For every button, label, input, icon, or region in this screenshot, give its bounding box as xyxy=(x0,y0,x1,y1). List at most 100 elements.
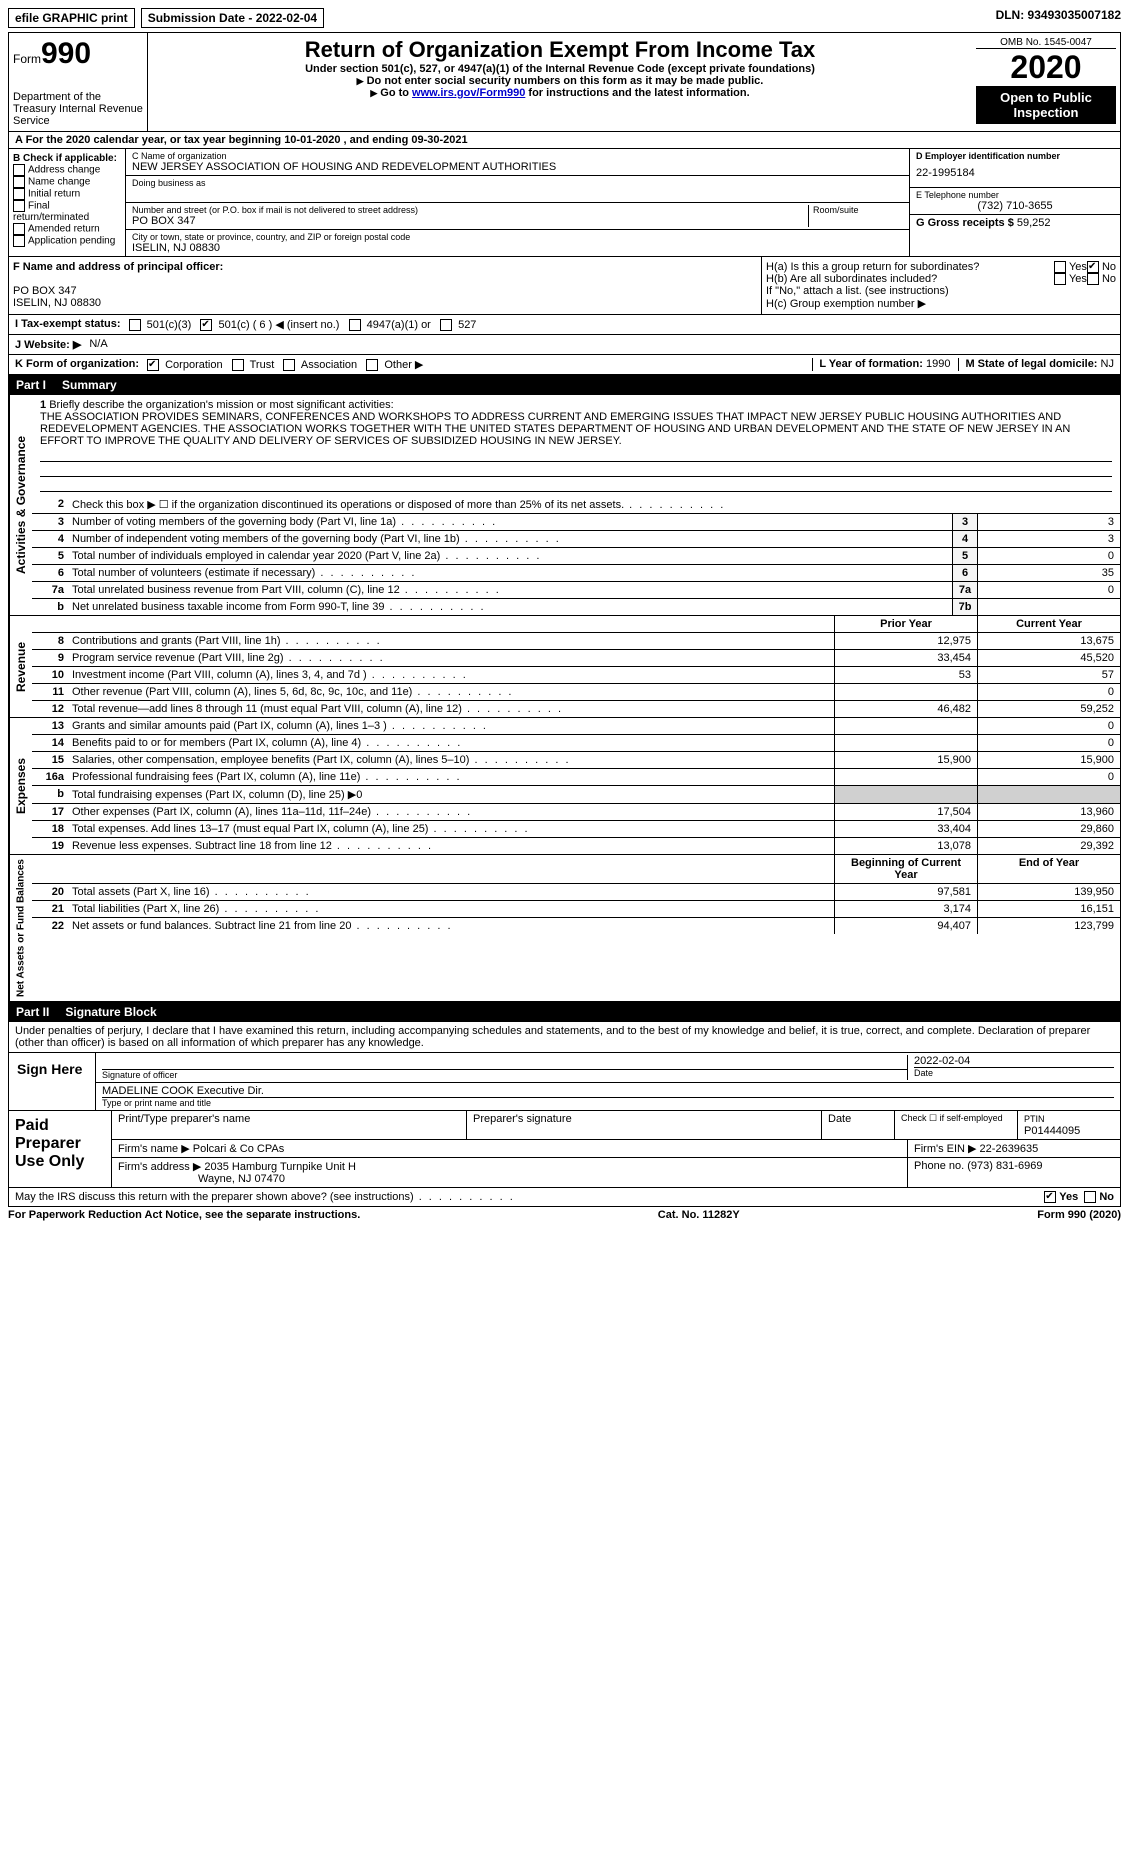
i-cb[interactable] xyxy=(200,319,212,331)
vlabel-gov: Activities & Governance xyxy=(9,395,32,615)
name-title-label: Type or print name and title xyxy=(102,1097,1114,1108)
hb-note: If "No," attach a list. (see instruction… xyxy=(766,285,1116,297)
dept-treasury: Department of the Treasury Internal Reve… xyxy=(13,91,143,127)
mission-label: Briefly describe the organization's miss… xyxy=(49,399,393,411)
hb-yes-cb[interactable] xyxy=(1054,273,1066,285)
footer: For Paperwork Reduction Act Notice, see … xyxy=(8,1207,1121,1223)
part2-title: Signature Block xyxy=(65,1005,156,1019)
street: PO BOX 347 xyxy=(132,215,808,227)
k-cb[interactable] xyxy=(147,359,159,371)
vlabel-net: Net Assets or Fund Balances xyxy=(9,855,32,1001)
k-cb[interactable] xyxy=(232,359,244,371)
footer-mid: Cat. No. 11282Y xyxy=(658,1209,740,1221)
b-label: B Check if applicable: xyxy=(13,153,121,164)
note-ssn: Do not enter social security numbers on … xyxy=(152,75,968,87)
note-goto-pre: Go to xyxy=(370,87,412,99)
i-cb[interactable] xyxy=(440,319,452,331)
col-d: D Employer identification number 22-1995… xyxy=(910,149,1120,256)
i-cb[interactable] xyxy=(349,319,361,331)
g-label: G Gross receipts $ xyxy=(916,217,1014,229)
note-goto-post: for instructions and the latest informat… xyxy=(525,87,749,99)
discuss-no-cb[interactable] xyxy=(1084,1191,1096,1203)
ha-no-cb[interactable] xyxy=(1087,261,1099,273)
b-item[interactable]: Application pending xyxy=(13,235,121,247)
firm-phone: Phone no. (973) 831-6969 xyxy=(908,1158,1120,1187)
section-bcd: B Check if applicable: Address changeNam… xyxy=(8,149,1121,257)
sign-here: Sign Here xyxy=(9,1053,96,1110)
gross-receipts: 59,252 xyxy=(1017,217,1051,229)
discuss-yes-cb[interactable] xyxy=(1044,1191,1056,1203)
b-item[interactable]: Amended return xyxy=(13,223,121,235)
i-cb[interactable] xyxy=(129,319,141,331)
ha-yes-cb[interactable] xyxy=(1054,261,1066,273)
col-b: B Check if applicable: Address changeNam… xyxy=(9,149,126,256)
b-item[interactable]: Name change xyxy=(13,176,121,188)
part1-title: Summary xyxy=(62,378,117,392)
e-label: E Telephone number xyxy=(916,190,1114,200)
ein: 22-1995184 xyxy=(916,161,1114,185)
col-c: C Name of organization NEW JERSEY ASSOCI… xyxy=(126,149,910,256)
part2-num: Part II xyxy=(16,1005,49,1019)
k-cb[interactable] xyxy=(366,359,378,371)
firm-city: Wayne, NJ 07470 xyxy=(118,1173,285,1185)
discuss-row: May the IRS discuss this return with the… xyxy=(8,1188,1121,1207)
mission-text: THE ASSOCIATION PROVIDES SEMINARS, CONFE… xyxy=(40,411,1070,447)
section-fh: F Name and address of principal officer:… xyxy=(8,257,1121,315)
part1-num: Part I xyxy=(16,378,46,392)
ha: H(a) Is this a group return for subordin… xyxy=(766,261,1054,273)
d-label: D Employer identification number xyxy=(916,151,1114,161)
hb: H(b) Are all subordinates included? xyxy=(766,273,1054,285)
footer-right: Form 990 (2020) xyxy=(1037,1209,1121,1221)
f-label: F Name and address of principal officer: xyxy=(13,261,757,273)
b-item[interactable]: Final return/terminated xyxy=(13,200,121,223)
k-cb[interactable] xyxy=(283,359,295,371)
form-header: Form990 Department of the Treasury Inter… xyxy=(8,32,1121,132)
k-label: K Form of organization: xyxy=(15,358,139,371)
vlabel-exp: Expenses xyxy=(9,718,32,854)
room-label: Room/suite xyxy=(813,205,903,215)
website: N/A xyxy=(89,338,107,351)
paid-label: Paid Preparer Use Only xyxy=(9,1111,112,1187)
sig-officer-label: Signature of officer xyxy=(102,1069,907,1080)
top-bar: efile GRAPHIC print Submission Date - 20… xyxy=(8,8,1121,28)
efile-btn[interactable]: efile GRAPHIC print xyxy=(8,8,135,28)
officer-name: MADELINE COOK Executive Dir. xyxy=(102,1085,1114,1097)
exp-section: Expenses 13Grants and similar amounts pa… xyxy=(8,718,1121,855)
org-name: NEW JERSEY ASSOCIATION OF HOUSING AND RE… xyxy=(132,161,903,173)
paid-preparer: Paid Preparer Use Only Print/Type prepar… xyxy=(8,1111,1121,1188)
j-label: J Website: ▶ xyxy=(15,338,81,351)
row-i: I Tax-exempt status: 501(c)(3) 501(c) ( … xyxy=(8,315,1121,335)
ptin: P01444095 xyxy=(1024,1125,1080,1137)
net-section: Net Assets or Fund Balances Beginning of… xyxy=(8,855,1121,1002)
irs-link[interactable]: www.irs.gov/Form990 xyxy=(412,87,525,99)
dln: DLN: 93493035007182 xyxy=(996,8,1121,28)
domicile: NJ xyxy=(1101,358,1114,370)
officer-addr1: PO BOX 347 xyxy=(13,285,757,297)
footer-left: For Paperwork Reduction Act Notice, see … xyxy=(8,1209,360,1221)
discuss-text: May the IRS discuss this return with the… xyxy=(15,1191,1044,1203)
omb: OMB No. 1545-0047 xyxy=(976,37,1116,49)
dba-label: Doing business as xyxy=(132,178,903,188)
b-item[interactable]: Initial return xyxy=(13,188,121,200)
firm-name: Firm's name ▶ Polcari & Co CPAs xyxy=(112,1140,908,1157)
sign-block: Sign Here Signature of officer 2022-02-0… xyxy=(8,1053,1121,1111)
hc: H(c) Group exemption number ▶ xyxy=(766,297,1116,310)
form-subtitle: Under section 501(c), 527, or 4947(a)(1)… xyxy=(152,63,968,75)
part2-header: Part II Signature Block xyxy=(8,1002,1121,1022)
line1-num: 1 xyxy=(40,399,46,411)
gov-section: Activities & Governance 1 Briefly descri… xyxy=(8,395,1121,616)
open-public: Open to Public Inspection xyxy=(976,86,1116,124)
i-label: I Tax-exempt status: xyxy=(15,318,121,331)
firm-ein: Firm's EIN ▶ 22-2639635 xyxy=(908,1140,1120,1157)
hb-no-cb[interactable] xyxy=(1087,273,1099,285)
form-title: Return of Organization Exempt From Incom… xyxy=(152,37,968,63)
row-a: A For the 2020 calendar year, or tax yea… xyxy=(8,132,1121,149)
firm-addr: Firm's address ▶ 2035 Hamburg Turnpike U… xyxy=(118,1161,356,1173)
form-number: 990 xyxy=(41,37,91,70)
year-formation: 1990 xyxy=(926,358,950,370)
phone: (732) 710-3655 xyxy=(916,200,1114,212)
part1-header: Part I Summary xyxy=(8,375,1121,395)
b-item[interactable]: Address change xyxy=(13,164,121,176)
vlabel-rev: Revenue xyxy=(9,616,32,717)
sign-date: 2022-02-04 xyxy=(914,1055,1114,1067)
